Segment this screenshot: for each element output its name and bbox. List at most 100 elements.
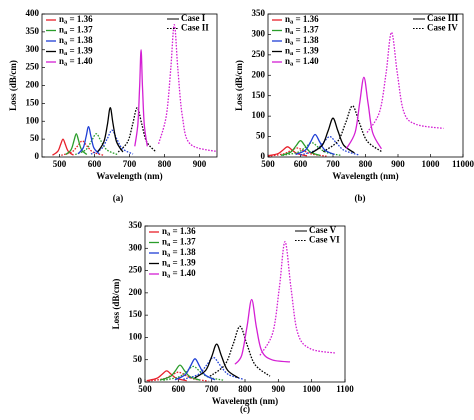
y-tick-label: 250 [252, 49, 266, 59]
y-tick-label: 300 [252, 28, 266, 38]
curve [209, 325, 271, 377]
x-tick-label: 600 [88, 159, 102, 169]
curve [311, 117, 355, 154]
x-tick-label: 900 [193, 159, 207, 169]
y-tick-label: 350 [26, 26, 40, 36]
legend-label: na = 1.36 [59, 14, 93, 26]
legend-label: na = 1.39 [162, 258, 196, 270]
curves [52, 24, 217, 156]
case-label: Case VI [309, 235, 340, 245]
y-tick-label: 250 [26, 62, 40, 72]
axes-frame [41, 13, 218, 158]
x-tick-label: 700 [205, 384, 219, 394]
curve [134, 49, 148, 147]
x-tick-label: 1000 [422, 159, 441, 169]
x-tick-label: 800 [158, 159, 172, 169]
x-tick-label: 1000 [303, 384, 322, 394]
curve [234, 298, 291, 365]
x-tick-label: 1100 [336, 384, 354, 394]
x-axis-label: Wavelength (nm) [332, 171, 398, 181]
y-axis-label: Loss (dB/cm) [111, 279, 121, 330]
y-tick-label: 200 [26, 80, 40, 90]
curve [194, 343, 240, 379]
y-tick-label: 300 [26, 44, 40, 54]
x-tick-label: 500 [261, 159, 275, 169]
y-tick-label: 150 [252, 90, 266, 100]
curve [268, 147, 327, 157]
legend-label: na = 1.39 [59, 46, 93, 58]
y-tick-label: 100 [26, 115, 40, 125]
legend-label: na = 1.38 [162, 247, 196, 259]
y-tick-label: 250 [129, 265, 143, 275]
y-tick-label: 50 [30, 133, 40, 143]
y-tick-label: 150 [26, 97, 40, 107]
case-label: Case I [181, 13, 206, 23]
axes-frame [267, 13, 464, 158]
y-tick-label: 100 [252, 110, 266, 120]
y-tick-label: 50 [133, 354, 143, 364]
x-tick-label: 700 [326, 159, 340, 169]
legend-label: na = 1.36 [285, 14, 319, 26]
x-tick-label: 11000 [452, 159, 474, 169]
curve [174, 358, 216, 381]
x-tick-label: 700 [123, 159, 137, 169]
x-axis-label: Wavelength (nm) [212, 396, 278, 406]
curve [157, 24, 217, 153]
y-tick-label: 300 [129, 242, 143, 252]
x-tick-label: 900 [391, 159, 405, 169]
case-label: Case V [309, 225, 337, 235]
curves [268, 31, 444, 157]
y-tick-label: 50 [256, 131, 266, 141]
curve [295, 133, 335, 156]
curve [75, 133, 118, 156]
curve [259, 240, 336, 356]
y-tick-label: 200 [129, 287, 143, 297]
case-label: Case III [427, 13, 459, 23]
x-tick-label: 800 [359, 159, 373, 169]
curve [77, 125, 100, 155]
y-tick-label: 350 [129, 220, 143, 230]
panel-label: (b) [355, 193, 366, 203]
y-tick-label: 0 [35, 151, 40, 161]
curve [322, 105, 383, 153]
panel: 500 600 700 800 900 1000 11000 0 50 100 150 200 250 3… [234, 8, 474, 203]
y-tick-label: 0 [261, 151, 266, 161]
case-label: Case IV [427, 23, 458, 33]
x-tick-label: 800 [238, 384, 252, 394]
curve [90, 129, 134, 155]
legend-label: na = 1.40 [59, 56, 93, 68]
curve [65, 133, 88, 156]
x-tick-label: 500 [53, 159, 67, 169]
legend-label: na = 1.40 [162, 268, 196, 280]
curve [97, 107, 124, 153]
x-tick-label: 500 [138, 384, 152, 394]
x-tick-label: 600 [294, 159, 308, 169]
legend-label: na = 1.36 [162, 226, 196, 238]
panel-label: (c) [240, 404, 250, 414]
y-axis-label: Loss (dB/cm) [8, 60, 18, 111]
panel: 500 600 700 800 900 1000 1100 0 50 100 150 200 250 30… [111, 220, 354, 414]
y-tick-label: 400 [26, 8, 40, 18]
legend-label: na = 1.38 [59, 35, 93, 47]
curves [146, 240, 336, 382]
y-tick-label: 100 [129, 331, 143, 341]
legend-label: na = 1.37 [59, 25, 93, 37]
x-tick-label: 600 [172, 384, 186, 394]
x-tick-label: 900 [272, 384, 286, 394]
curve [366, 31, 444, 133]
curve [345, 76, 382, 150]
y-tick-label: 0 [138, 376, 143, 386]
panel-label: (a) [113, 193, 124, 203]
curve [159, 364, 201, 381]
panel: 500 600 700 800 900 0 50 100 150 200 250 300 350 400 W… [8, 8, 218, 203]
y-tick-label: 150 [129, 309, 143, 319]
x-axis-label: Wavelength (nm) [96, 171, 162, 181]
axes-frame [144, 225, 346, 383]
curve [52, 138, 74, 156]
legend-label: na = 1.38 [285, 35, 319, 47]
curve [183, 356, 244, 380]
case-label: Case II [181, 23, 209, 33]
legend-label: na = 1.37 [285, 25, 319, 37]
y-tick-label: 200 [252, 69, 266, 79]
